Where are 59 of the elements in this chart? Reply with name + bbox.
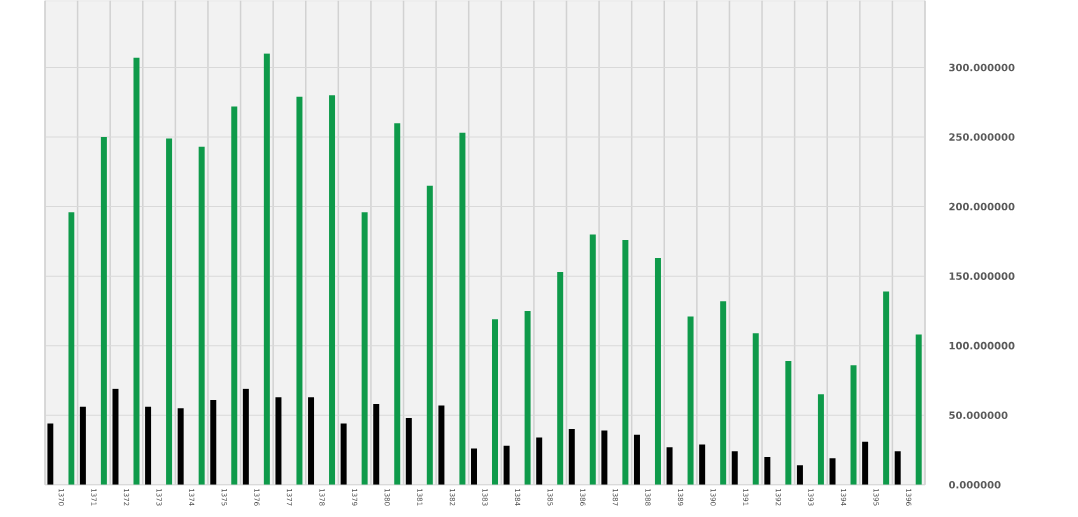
bar: [263, 53, 270, 485]
bar: [883, 291, 890, 485]
bar: [764, 457, 771, 485]
bar: [503, 445, 510, 485]
bar: [785, 361, 792, 485]
bar: [731, 451, 738, 485]
bar: [100, 137, 107, 485]
bar: [79, 406, 86, 485]
bar: [915, 334, 922, 485]
bar: [850, 365, 857, 485]
bar: [177, 408, 184, 485]
bar: [275, 397, 282, 485]
bar: [459, 133, 466, 485]
bar: [145, 406, 152, 485]
bar: [112, 388, 119, 485]
bar: [340, 423, 347, 485]
bar: [405, 418, 412, 485]
bar: [633, 434, 640, 485]
bar: [242, 388, 249, 485]
bar: [829, 458, 836, 485]
bar: [471, 448, 478, 485]
bar: [492, 319, 499, 485]
bar: [862, 441, 869, 485]
bar: [166, 138, 173, 485]
y-tick-label: 300.000000: [949, 63, 1015, 72]
bar: [796, 465, 803, 485]
bar: [308, 397, 315, 485]
bar: [426, 185, 433, 485]
y-tick-label: 0.000000: [949, 481, 1001, 489]
bar: [699, 444, 706, 485]
bar: [296, 96, 303, 485]
bar: [817, 394, 824, 485]
bar: [894, 451, 901, 485]
bar: [133, 57, 140, 485]
bar: [373, 404, 380, 485]
bar: [210, 400, 217, 485]
bar: [720, 301, 727, 485]
bar: [654, 258, 661, 485]
y-tick-label: 200.000000: [949, 202, 1015, 211]
bar: [601, 430, 608, 485]
bar: [198, 146, 205, 485]
y-tick-label: 250.000000: [949, 133, 1015, 141]
bar: [557, 272, 564, 485]
bar: [752, 333, 759, 485]
bar: [622, 240, 629, 485]
bar: [438, 405, 445, 485]
bar: [687, 316, 694, 485]
bar: [361, 212, 368, 485]
bar: [524, 311, 531, 485]
y-tick-label: 100.000000: [949, 342, 1015, 350]
bar: [589, 234, 596, 485]
bar: [536, 437, 543, 485]
bar: [666, 447, 673, 485]
y-tick-label: 150.000000: [949, 272, 1015, 281]
bar: [568, 429, 575, 485]
y-tick-label: 50.000000: [949, 411, 1008, 420]
bar: [329, 95, 336, 485]
bar: [394, 123, 401, 485]
bar: [231, 106, 238, 485]
